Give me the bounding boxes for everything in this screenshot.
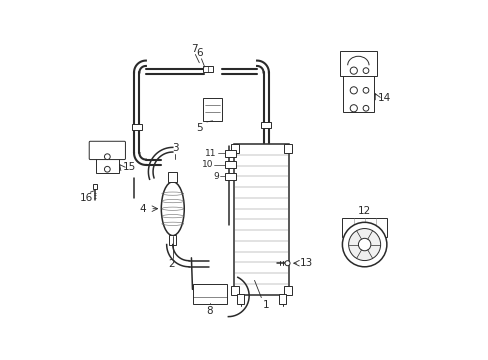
Circle shape [104,154,110,159]
Bar [203,98,222,121]
Bar [261,122,271,128]
Circle shape [348,229,380,261]
Text: 16: 16 [80,193,93,203]
Bar [224,161,235,168]
Text: 14: 14 [377,93,390,103]
Bar [202,66,212,72]
Bar [284,144,292,153]
Text: 8: 8 [206,306,213,315]
Circle shape [342,222,386,267]
Bar [230,144,238,153]
Ellipse shape [161,182,184,235]
Bar [339,51,376,76]
Text: 2: 2 [168,259,175,269]
Text: 7: 7 [191,44,197,54]
Bar [284,286,292,295]
Text: 3: 3 [172,144,178,153]
Bar [233,144,289,295]
Circle shape [349,87,357,94]
Text: 6: 6 [196,48,203,58]
Text: 1: 1 [262,300,268,310]
Text: 4: 4 [139,204,145,214]
Circle shape [104,166,110,172]
Bar [237,294,244,304]
Text: 5: 5 [196,123,203,132]
Circle shape [363,105,368,111]
Text: 13: 13 [300,258,313,268]
Text: 10: 10 [202,160,213,169]
Text: 15: 15 [122,162,136,172]
Bar [96,144,119,173]
Bar [131,124,142,130]
Bar [168,172,177,182]
Bar [224,149,235,157]
Circle shape [363,68,368,73]
Bar [192,284,226,304]
Bar [169,234,176,244]
Text: 11: 11 [205,149,217,158]
Bar [342,218,386,237]
Circle shape [358,238,370,251]
FancyBboxPatch shape [89,141,125,159]
Circle shape [285,261,289,266]
Circle shape [349,105,357,112]
Bar [230,286,238,295]
Bar [279,294,285,304]
Bar [93,184,97,189]
Bar [224,173,235,180]
Bar [343,54,373,112]
Circle shape [349,67,357,74]
Text: 12: 12 [357,206,370,216]
Circle shape [363,87,368,93]
Text: 9: 9 [213,172,219,181]
